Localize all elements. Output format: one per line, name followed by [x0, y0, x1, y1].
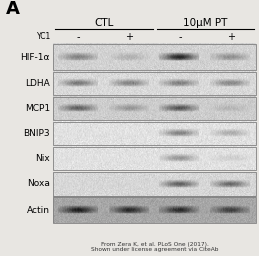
Text: Nix: Nix — [35, 154, 50, 163]
Text: Shown under license agreement via CiteAb: Shown under license agreement via CiteAb — [91, 247, 218, 252]
Text: MCP1: MCP1 — [25, 104, 50, 113]
Text: -: - — [77, 31, 80, 41]
Text: A: A — [6, 0, 20, 18]
Text: +: + — [125, 31, 133, 41]
Bar — [53, 44, 256, 70]
Bar — [53, 122, 256, 145]
Text: Actin: Actin — [27, 206, 50, 215]
Text: From Zera K, et al. PLoS One (2017).: From Zera K, et al. PLoS One (2017). — [100, 242, 208, 247]
Text: HIF-1α: HIF-1α — [20, 52, 50, 61]
Bar — [53, 197, 256, 223]
Text: 10μM PT: 10μM PT — [183, 18, 227, 28]
Bar — [53, 97, 256, 120]
Text: +: + — [227, 31, 235, 41]
Bar — [53, 147, 256, 170]
Text: BNIP3: BNIP3 — [23, 129, 50, 138]
Text: Noxa: Noxa — [27, 179, 50, 188]
Text: LDHA: LDHA — [25, 79, 50, 88]
Bar — [53, 72, 256, 95]
Text: YC1: YC1 — [37, 32, 51, 41]
Text: -: - — [178, 31, 182, 41]
Text: CTL: CTL — [94, 18, 113, 28]
Bar — [53, 172, 256, 196]
